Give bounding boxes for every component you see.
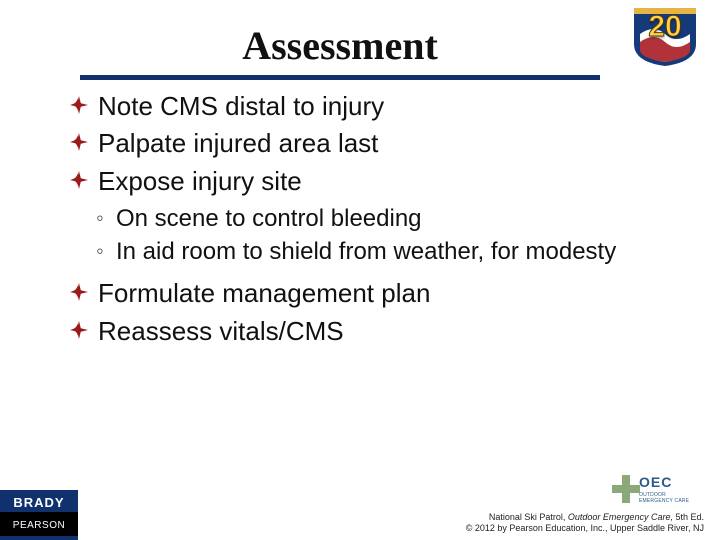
bullet-text: Formulate management plan: [98, 278, 430, 308]
citation-italic: Outdoor Emergency Care,: [568, 512, 676, 522]
bullets-group-1: Note CMS distal to injury Palpate injure…: [70, 90, 660, 198]
star-bullet-icon: [70, 96, 88, 114]
oec-sub: OUTDOOR EMERGENCY CARE: [639, 492, 698, 504]
oec-logo: OEC OUTDOOR EMERGENCY CARE: [612, 468, 698, 510]
sub-bullet-text: On scene to control bleeding: [116, 205, 422, 232]
body-content: Note CMS distal to injury Palpate injure…: [70, 90, 660, 352]
sub-bullet-item: On scene to control bleeding: [96, 204, 660, 235]
bullet-text: Expose injury site: [98, 166, 302, 196]
brady-label: BRADY: [13, 495, 64, 510]
citation-line-1: National Ski Patrol, Outdoor Emergency C…: [466, 512, 704, 523]
citation-line-2: © 2012 by Pearson Education, Inc., Upper…: [466, 523, 704, 534]
sub-bullet-text: In aid room to shield from weather, for …: [116, 238, 616, 265]
citation-suffix: 5th Ed.: [675, 512, 704, 522]
sub-bullet-item: In aid room to shield from weather, for …: [96, 237, 660, 268]
pearson-wrap: PEARSON: [0, 512, 78, 536]
bullet-text: Note CMS distal to injury: [98, 91, 384, 121]
oec-text-wrap: OEC OUTDOOR EMERGENCY CARE: [639, 474, 698, 504]
chapter-number: 20: [630, 10, 700, 44]
bullet-item: Palpate injured area last: [70, 127, 660, 160]
bullet-item: Reassess vitals/CMS: [70, 315, 660, 348]
star-bullet-icon: [70, 171, 88, 189]
slide: 20 Assessment Note CMS distal to injury …: [0, 0, 720, 540]
bullet-text: Palpate injured area last: [98, 128, 378, 158]
oec-label: OEC: [639, 474, 672, 490]
title-block: Assessment: [80, 22, 600, 80]
bullet-item: Expose injury site: [70, 165, 660, 198]
bullet-item: Formulate management plan: [70, 277, 660, 310]
page-title: Assessment: [80, 22, 600, 69]
bullets-group-2: Formulate management plan Reassess vital…: [70, 277, 660, 348]
sub-bullets: On scene to control bleeding In aid room…: [96, 204, 660, 267]
pearson-label: PEARSON: [13, 520, 65, 531]
bullet-text: Reassess vitals/CMS: [98, 316, 344, 346]
star-bullet-icon: [70, 133, 88, 151]
chapter-badge: 20: [630, 4, 700, 68]
bullet-item: Note CMS distal to injury: [70, 90, 660, 123]
title-rule: [80, 75, 600, 80]
footer-left: BRADY PEARSON: [0, 490, 78, 540]
oec-cross-icon: [612, 475, 633, 503]
citation-prefix: National Ski Patrol,: [489, 512, 568, 522]
star-bullet-icon: [70, 283, 88, 301]
star-bullet-icon: [70, 321, 88, 339]
footer-citation: National Ski Patrol, Outdoor Emergency C…: [466, 512, 704, 535]
